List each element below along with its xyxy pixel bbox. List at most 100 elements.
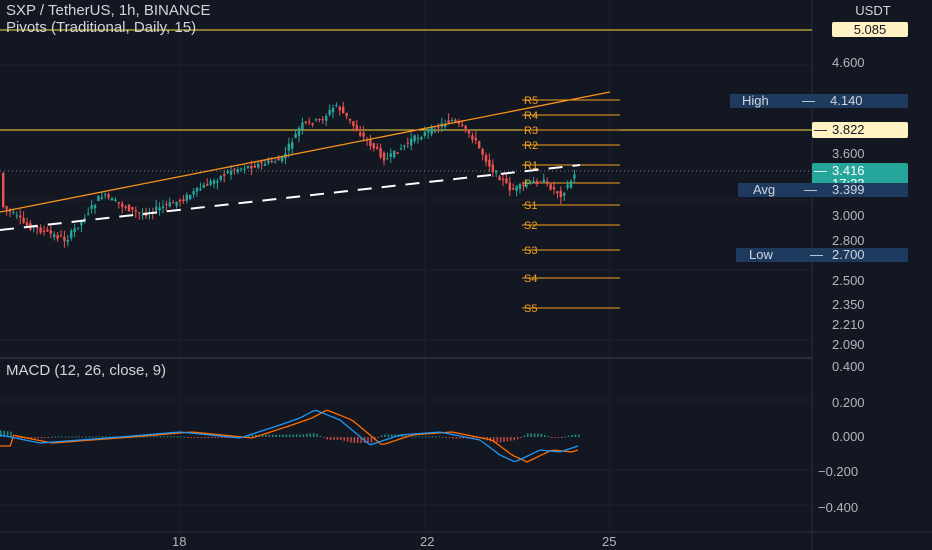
macd-histogram-bar [285,434,288,437]
macd-histogram-bar [561,437,563,438]
macd-histogram-bar [510,437,512,441]
macd-tick-label: −0.200 [818,464,859,479]
candle-body [155,206,158,211]
pivot-label-r3: R3 [524,125,538,137]
candle-body [362,132,365,137]
candle-body [308,121,311,123]
candle-body [535,180,539,185]
macd-histogram-bar [312,433,315,437]
macd-histogram-bar [357,437,359,443]
candle-body [406,142,409,144]
candle-body [141,214,144,216]
macd-histogram-bar [3,430,5,437]
macd-histogram-bar [316,433,318,437]
currency-label[interactable]: USDT [855,3,891,18]
candle-body [246,165,250,168]
candle-body [216,180,219,183]
candle-body [124,206,127,209]
candle-body [447,120,450,124]
candle-body [42,231,46,233]
candle-body [539,182,542,184]
macd-histogram-bar [190,437,192,438]
macd-signal-line [0,409,579,463]
macd-histogram-bar [146,436,148,438]
symbol-title[interactable]: SXP / TetherUS, 1h, BINANCE [6,2,211,19]
candle-body [399,148,403,150]
macd-histogram-bar [567,435,570,437]
macd-histogram-bar [295,434,298,437]
macd-histogram-bar [414,436,417,438]
candle-body [32,226,35,228]
candle-body [199,188,202,191]
macd-histogram-bar [302,434,305,437]
macd-histogram-bar [340,437,342,440]
macd-histogram-bar [442,436,444,438]
candle-body [226,171,229,173]
candle-body [331,107,335,113]
macd-histogram-bar [187,437,189,438]
macd-histogram-bar [204,437,206,438]
macd-indicator-title[interactable]: MACD (12, 26, close, 9) [6,362,167,379]
candle-body [73,228,76,232]
candle-body [280,156,284,162]
macd-histogram-bar [513,437,515,441]
macd-series [0,409,580,463]
candle-body [158,207,161,211]
macd-histogram-bar [268,434,271,437]
candle-body [393,150,396,158]
pivot-label-r2: R2 [524,140,538,152]
macd-histogram-bar [452,437,454,439]
candle-body [134,210,137,212]
candle-body [450,120,454,122]
macd-histogram-bar [200,437,203,438]
price-tick-label: 2.500 [832,273,865,288]
candle-body [382,152,386,161]
candle-body [569,181,573,188]
trend-line-dashed-support[interactable] [0,164,581,231]
candle-body [107,194,110,198]
macd-histogram-bar [496,437,498,443]
macd-histogram-bar [193,437,196,438]
macd-histogram-bar [224,437,226,438]
candle-body [481,149,484,155]
candle-body [76,227,80,229]
macd-line [0,409,579,462]
candle-body [260,161,263,164]
pivots-indicator-title[interactable]: Pivots (Traditional, Daily, 15) [6,19,197,36]
macd-histogram-bar [170,436,172,438]
macd-histogram-bar [57,436,60,438]
macd-histogram-bar [108,436,111,438]
macd-histogram-bar [401,434,403,437]
candle-body [185,194,188,201]
macd-histogram-bar [265,434,267,437]
candle-body [345,112,348,117]
macd-histogram-bar [578,434,580,437]
macd-histogram-bar [544,434,546,437]
macd-histogram-bar [47,437,50,438]
macd-histogram-bar [149,436,152,438]
candle-body [15,215,18,217]
macd-histogram-bar [506,437,509,442]
candle-body [566,184,569,188]
candle-body [369,138,372,146]
candle-body [518,184,522,190]
macd-tick-label: 0.400 [832,359,865,374]
trend-line-upper[interactable] [0,91,611,213]
macd-histogram-bar [37,437,39,439]
macd-histogram-bar [210,437,213,438]
macd-histogram-bar [159,436,162,438]
price-tick-label: 2.090 [832,337,865,352]
candle-body [389,153,392,157]
candle-body [2,172,5,207]
pivot-label-r4: R4 [524,110,538,122]
candle-body [355,125,358,131]
pivot-label-s3: S3 [524,245,537,257]
candle-body [549,184,552,190]
candle-body [212,180,216,184]
candle-body [206,184,209,186]
candle-body [311,123,314,125]
candle-body [287,143,290,151]
macd-histogram-bar [289,434,291,437]
macd-histogram-bar [360,437,362,443]
